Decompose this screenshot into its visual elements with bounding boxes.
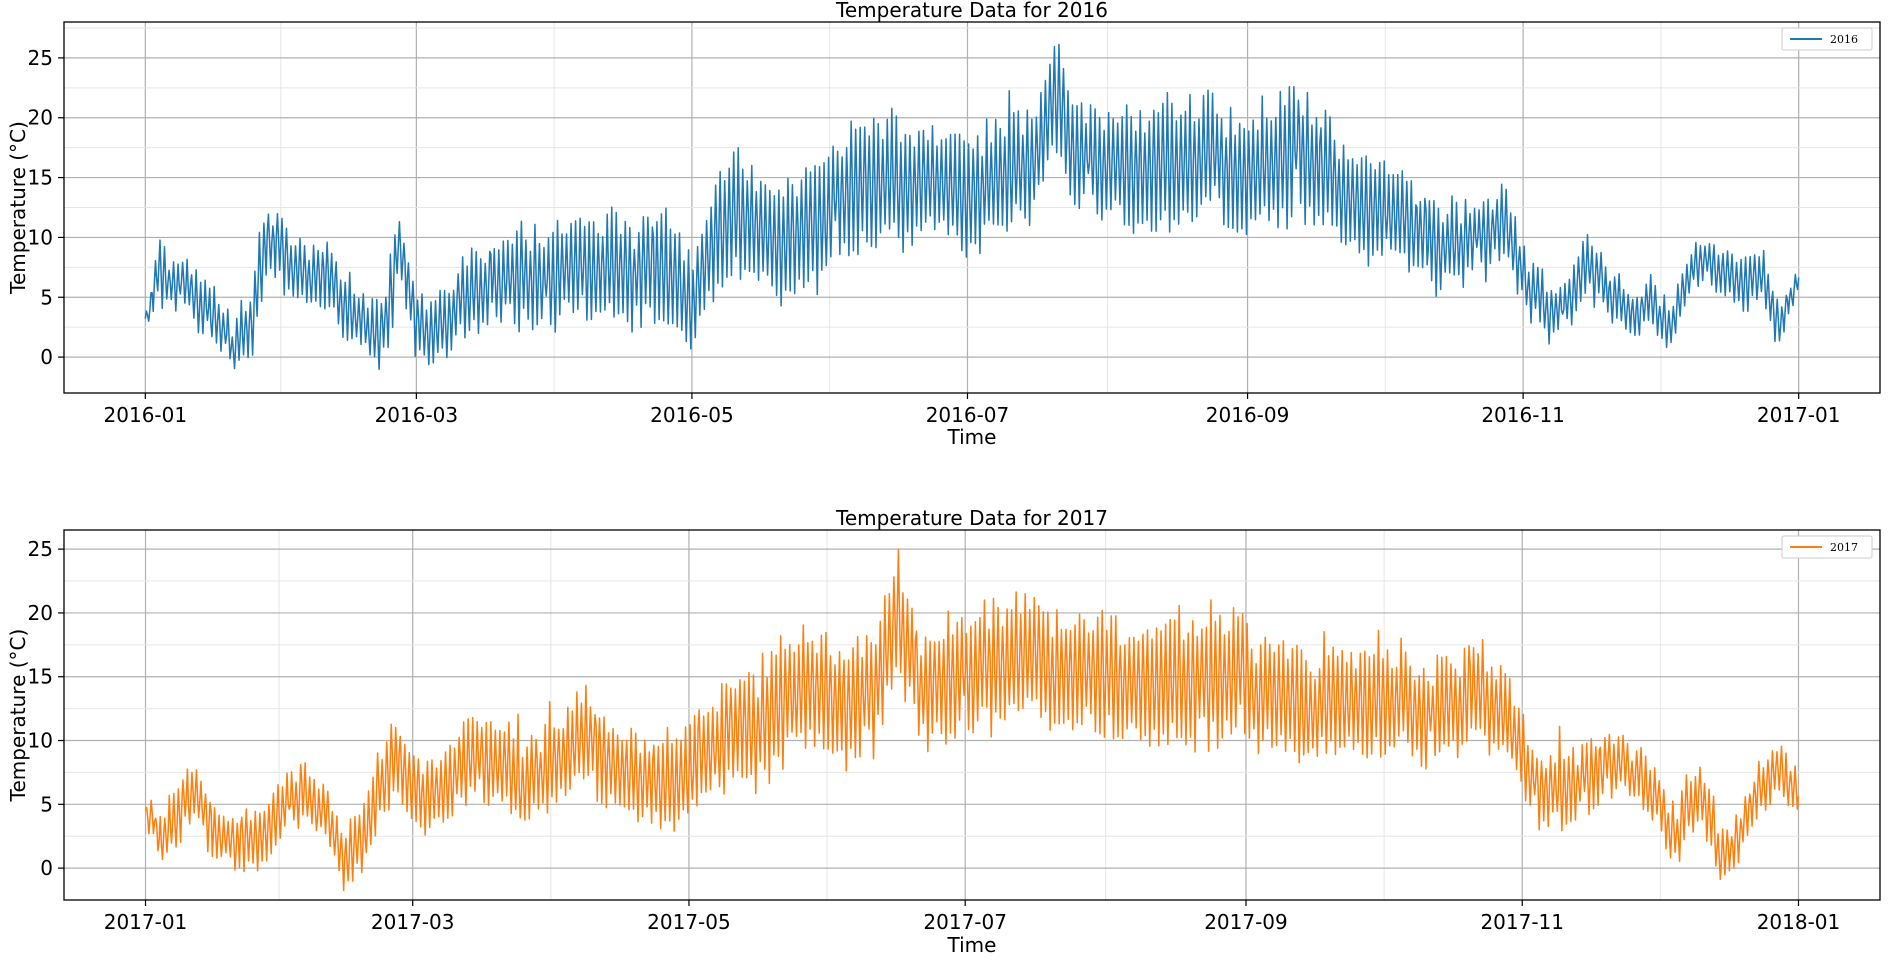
x-tick-label: 2017-01 <box>1757 403 1841 427</box>
x-axis-label: Time <box>947 425 997 449</box>
y-tick-label: 15 <box>28 665 53 689</box>
chart-title: Temperature Data for 2016 <box>835 0 1108 22</box>
y-tick-label: 5 <box>40 285 53 309</box>
y-tick-label: 5 <box>40 792 53 816</box>
legend-entry-label: 2016 <box>1830 33 1858 46</box>
y-axis-label: Temperature (°C) <box>6 121 30 295</box>
x-tick-label: 2016-01 <box>104 403 188 427</box>
x-tick-label: 2018-01 <box>1757 910 1841 934</box>
x-tick-label: 2016-09 <box>1206 403 1290 427</box>
y-tick-label: 15 <box>28 166 53 190</box>
y-tick-label: 20 <box>28 601 53 625</box>
x-tick-label: 2017-09 <box>1204 910 1288 934</box>
y-tick-label: 0 <box>40 345 53 369</box>
chart-title: Temperature Data for 2017 <box>835 506 1108 530</box>
x-tick-label: 2016-03 <box>375 403 459 427</box>
y-tick-label: 20 <box>28 106 53 130</box>
y-tick-label: 10 <box>28 729 53 753</box>
series-line-2016 <box>144 43 1800 371</box>
y-tick-label: 25 <box>28 46 53 70</box>
y-axis-label: Temperature (°C) <box>6 629 30 803</box>
chart-panel-2016: 2016-01 2016-03 2016-05 2016-07 2016-09 2016-… <box>6 0 1881 449</box>
legend: 2016 <box>1781 27 1873 51</box>
legend: 2017 <box>1781 535 1873 559</box>
x-tick-label: 2016-07 <box>926 403 1010 427</box>
x-tick-label: 2017-01 <box>104 910 188 934</box>
legend-entry-label: 2017 <box>1830 541 1858 554</box>
y-tick-label: 25 <box>28 537 53 561</box>
x-tick-label: 2016-11 <box>1481 403 1565 427</box>
y-tick-label: 0 <box>40 856 53 880</box>
y-tick-label: 10 <box>28 225 53 249</box>
x-tick-label: 2016-05 <box>650 403 734 427</box>
x-tick-label: 2017-07 <box>923 910 1007 934</box>
x-tick-label: 2017-05 <box>647 910 731 934</box>
x-tick-label: 2017-11 <box>1480 910 1564 934</box>
chart-panel-2017: 2017-01 2017-03 2017-05 2017-07 2017-09 2017-… <box>6 506 1881 957</box>
x-tick-label: 2017-03 <box>371 910 455 934</box>
x-axis-label: Time <box>947 933 997 957</box>
series-line-2017 <box>144 548 1800 892</box>
